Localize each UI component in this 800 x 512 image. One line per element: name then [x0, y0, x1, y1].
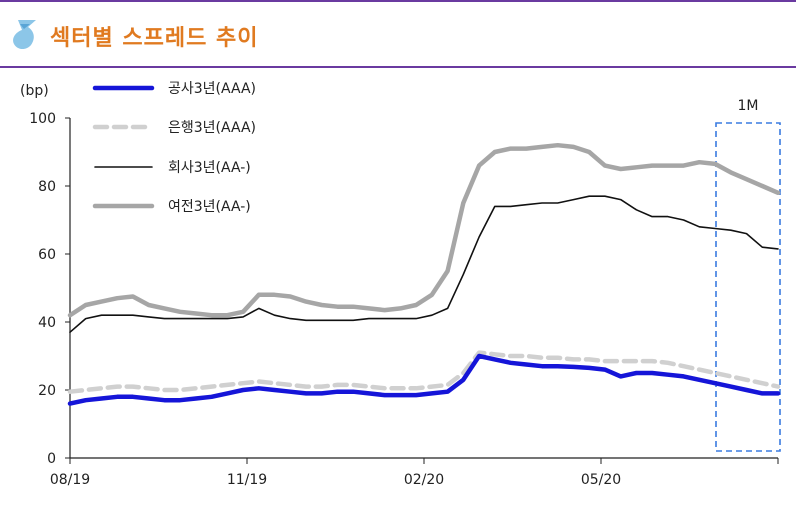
legend-label: 여전3년(AA-) — [168, 199, 251, 215]
legend-label: 공사3년(AAA) — [168, 81, 256, 97]
series-line — [69, 195, 779, 334]
y-tick-label: 40 — [38, 315, 56, 331]
x-tick-label: 08/19 — [50, 472, 90, 488]
y-axis-unit: (bp) — [20, 83, 49, 99]
x-tick-label: 02/20 — [404, 472, 444, 488]
x-tick-label: 05/20 — [581, 472, 621, 488]
section-header: 섹터별 스프레드 추이 — [0, 0, 796, 68]
y-tick-label: 60 — [38, 247, 56, 263]
y-tick-label: 20 — [38, 383, 56, 399]
series-line — [67, 350, 781, 394]
highlight-box — [715, 122, 781, 452]
y-tick-label: 0 — [47, 451, 56, 467]
drop-icon — [13, 20, 36, 50]
highlight-annotation: 1M — [738, 98, 759, 114]
x-tick-label: 11/19 — [227, 472, 267, 488]
legend-label: 회사3년(AA-) — [168, 160, 251, 176]
legend-label: 은행3년(AAA) — [168, 120, 256, 136]
series-line — [67, 142, 781, 318]
page-title: 섹터별 스프레드 추이 — [50, 26, 259, 51]
series-line — [67, 353, 781, 406]
y-tick-label: 100 — [29, 111, 56, 127]
y-tick-label: 80 — [38, 179, 56, 195]
